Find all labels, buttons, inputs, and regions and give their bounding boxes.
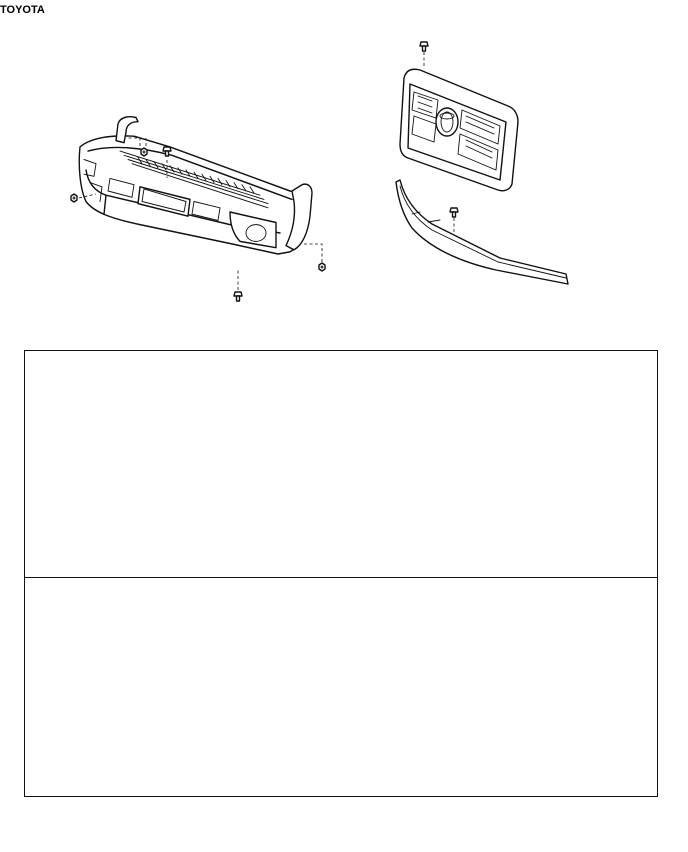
radiator-grille: [399, 41, 519, 192]
variant-frame-a: [24, 350, 658, 578]
grille-lower-molding: [395, 179, 569, 285]
variant-frame-b: [24, 577, 658, 797]
emblem-text: TOYOTA: [0, 4, 45, 16]
license-emblem: TOYOTA: [0, 0, 45, 17]
bumper-variant-b: TOYOTA: [0, 0, 45, 17]
front-bumper-cover: [70, 115, 326, 302]
